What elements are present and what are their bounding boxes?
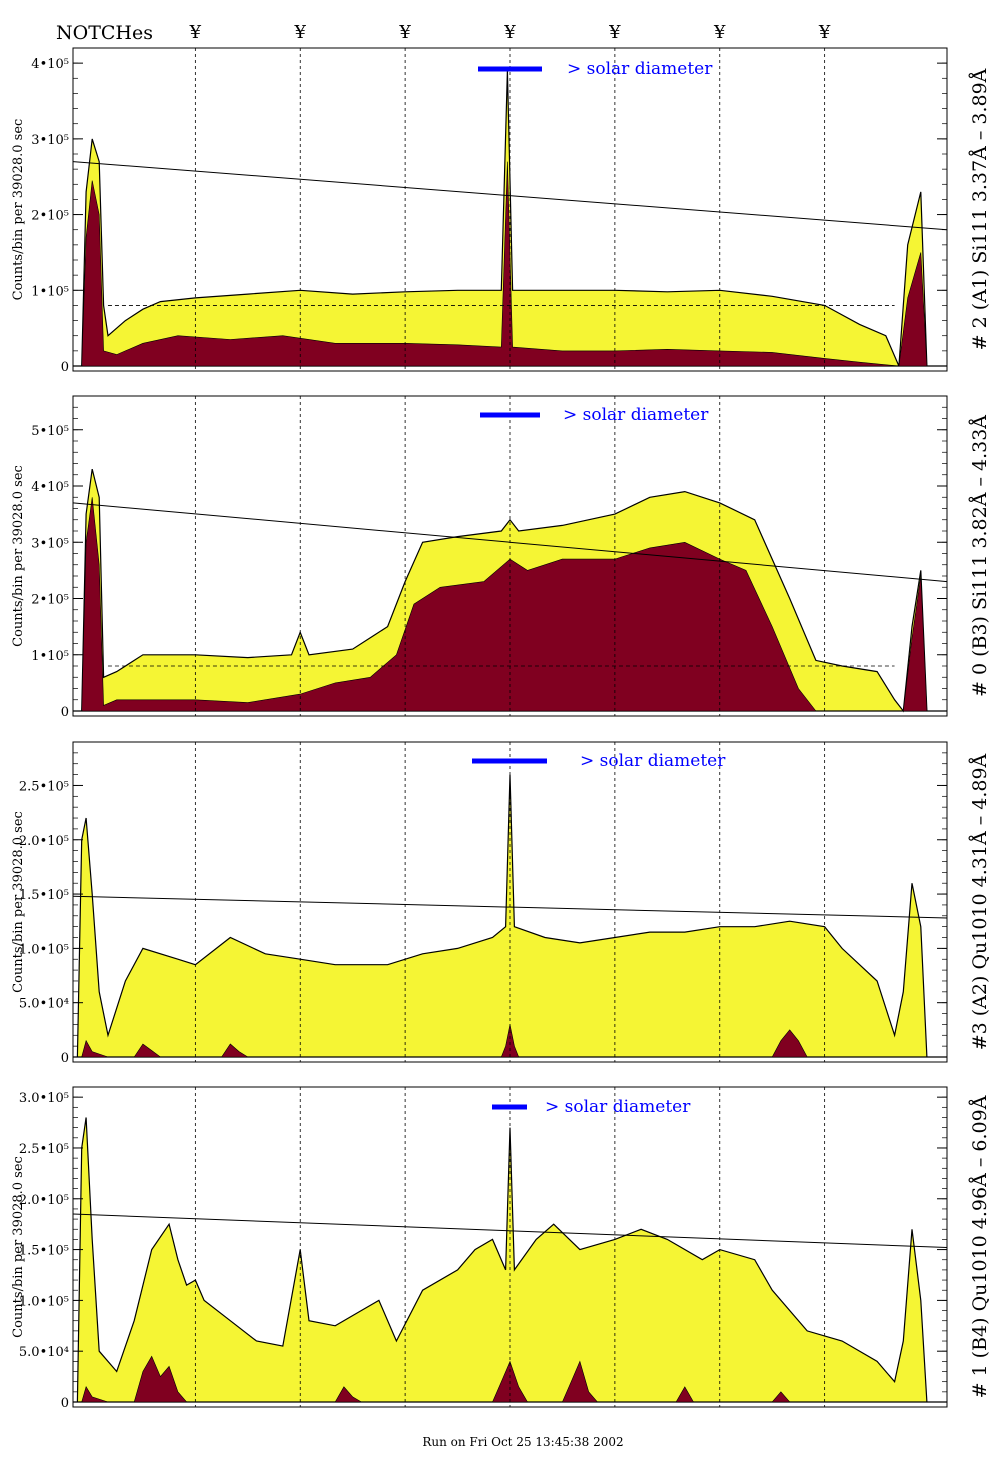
y-tick-label: 5•10⁵ xyxy=(31,424,69,439)
panel-right-label: # 0 (B3) Si111 3.82Å – 4.33Å xyxy=(969,415,991,697)
series-core-area xyxy=(73,1024,947,1058)
plot-frame xyxy=(72,47,948,372)
notch-markers: ¥ ¥ ¥ ¥ ¥ ¥ ¥ xyxy=(189,22,831,43)
notch-marker: ¥ xyxy=(294,22,307,43)
y-axis-label: Counts/bin per 39028.0 sec xyxy=(11,811,26,993)
notch-marker: ¥ xyxy=(398,22,411,43)
y-tick-label: 3.0•10⁵ xyxy=(19,1091,69,1106)
notch-marker: ¥ xyxy=(189,22,202,43)
reference-line xyxy=(72,161,948,231)
panel-0: 0 1•10⁵ 2•10⁵ 3•10⁵ 4•10⁵ Counts/bin per 3902… xyxy=(11,47,991,375)
y-tick-label: 0 xyxy=(61,1051,69,1066)
notch-marker: ¥ xyxy=(818,22,831,43)
series-total-area xyxy=(73,1117,947,1403)
series-total-area xyxy=(73,774,947,1058)
panel-2: 0 5.0•10⁴ 1.0•10⁵ 1.5•10⁵ 2.0•10⁵ 2.5•10⁵ Coun… xyxy=(11,741,991,1066)
reference-line xyxy=(72,1213,948,1249)
panel-right-label: # 2 (A1) Si111 3.37Å – 3.89Å xyxy=(969,68,991,350)
y-tick-label: 4•10⁵ xyxy=(31,480,69,495)
y-tick-label: 1•10⁵ xyxy=(31,649,69,664)
y-tick-label: 2•10⁵ xyxy=(31,593,69,608)
reference-line xyxy=(72,895,948,919)
reference-line xyxy=(72,502,948,583)
plot-frame xyxy=(72,741,948,1063)
solar-diameter-label: > solar diameter xyxy=(580,751,726,771)
y-tick-label: 3•10⁵ xyxy=(31,133,69,148)
y-tick-label: 2.5•10⁵ xyxy=(19,779,69,794)
y-axis-label: Counts/bin per 39028.0 sec xyxy=(11,1156,26,1338)
y-tick-label: 2.0•10⁵ xyxy=(19,834,69,849)
run-info: Run on Fri Oct 25 13:45:38 2002 xyxy=(422,1435,623,1449)
y-axis-label: Counts/bin per 39028.0 sec xyxy=(11,465,26,647)
y-tick-label: 1.0•10⁵ xyxy=(19,942,69,957)
y-tick-label: 2.0•10⁵ xyxy=(19,1193,69,1208)
y-tick-label: 5.0•10⁴ xyxy=(19,1345,69,1360)
notch-marker: ¥ xyxy=(713,22,726,43)
series-core-area xyxy=(73,497,947,712)
y-tick-label: 0 xyxy=(61,360,69,375)
panel-right-label: # 1 (B4) Qu1010 4.96Å – 6.09Å xyxy=(969,1095,991,1398)
notch-marker: ¥ xyxy=(503,22,516,43)
y-tick-label: 4•10⁵ xyxy=(31,57,69,72)
y-axis-label: Counts/bin per 39028.0 sec xyxy=(11,119,26,301)
panel-3: 0 5.0•10⁴ 1.0•10⁵ 1.5•10⁵ 2.0•10⁵ 2.5•10⁵ 3.0•… xyxy=(11,1086,991,1411)
y-tick-label: 1.0•10⁵ xyxy=(19,1294,69,1309)
y-tick-label: 0 xyxy=(61,1396,69,1411)
notches-label: NOTCHes xyxy=(56,22,153,44)
series-core-area xyxy=(73,1355,947,1403)
series-core-area xyxy=(73,161,947,367)
y-tick-label: 5.0•10⁴ xyxy=(19,997,69,1012)
solar-diameter-label: > solar diameter xyxy=(545,1097,691,1117)
plot-frame xyxy=(72,1086,948,1408)
y-tick-label: 1.5•10⁵ xyxy=(19,888,69,903)
panel-1: 0 1•10⁵ 2•10⁵ 3•10⁵ 4•10⁵ 5•10⁵ Counts/bin per… xyxy=(11,395,991,720)
notch-marker: ¥ xyxy=(608,22,621,43)
y-tick-label: 2.5•10⁵ xyxy=(19,1142,69,1157)
panels: 0 1•10⁵ 2•10⁵ 3•10⁵ 4•10⁵ Counts/bin per 3902… xyxy=(11,47,991,1411)
plot-frame xyxy=(72,395,948,717)
y-tick-label: 2•10⁵ xyxy=(31,209,69,224)
y-tick-label: 0 xyxy=(61,705,69,720)
y-tick-label: 3•10⁵ xyxy=(31,536,69,551)
y-tick-label: 1•10⁵ xyxy=(31,284,69,299)
panel-right-label: #3 (A2) Qu1010 4.31Å – 4.89Å xyxy=(969,753,991,1050)
solar-diameter-label: > solar diameter xyxy=(563,405,709,425)
y-tick-label: 1.5•10⁵ xyxy=(19,1244,69,1259)
solar-diameter-label: > solar diameter xyxy=(567,59,713,79)
